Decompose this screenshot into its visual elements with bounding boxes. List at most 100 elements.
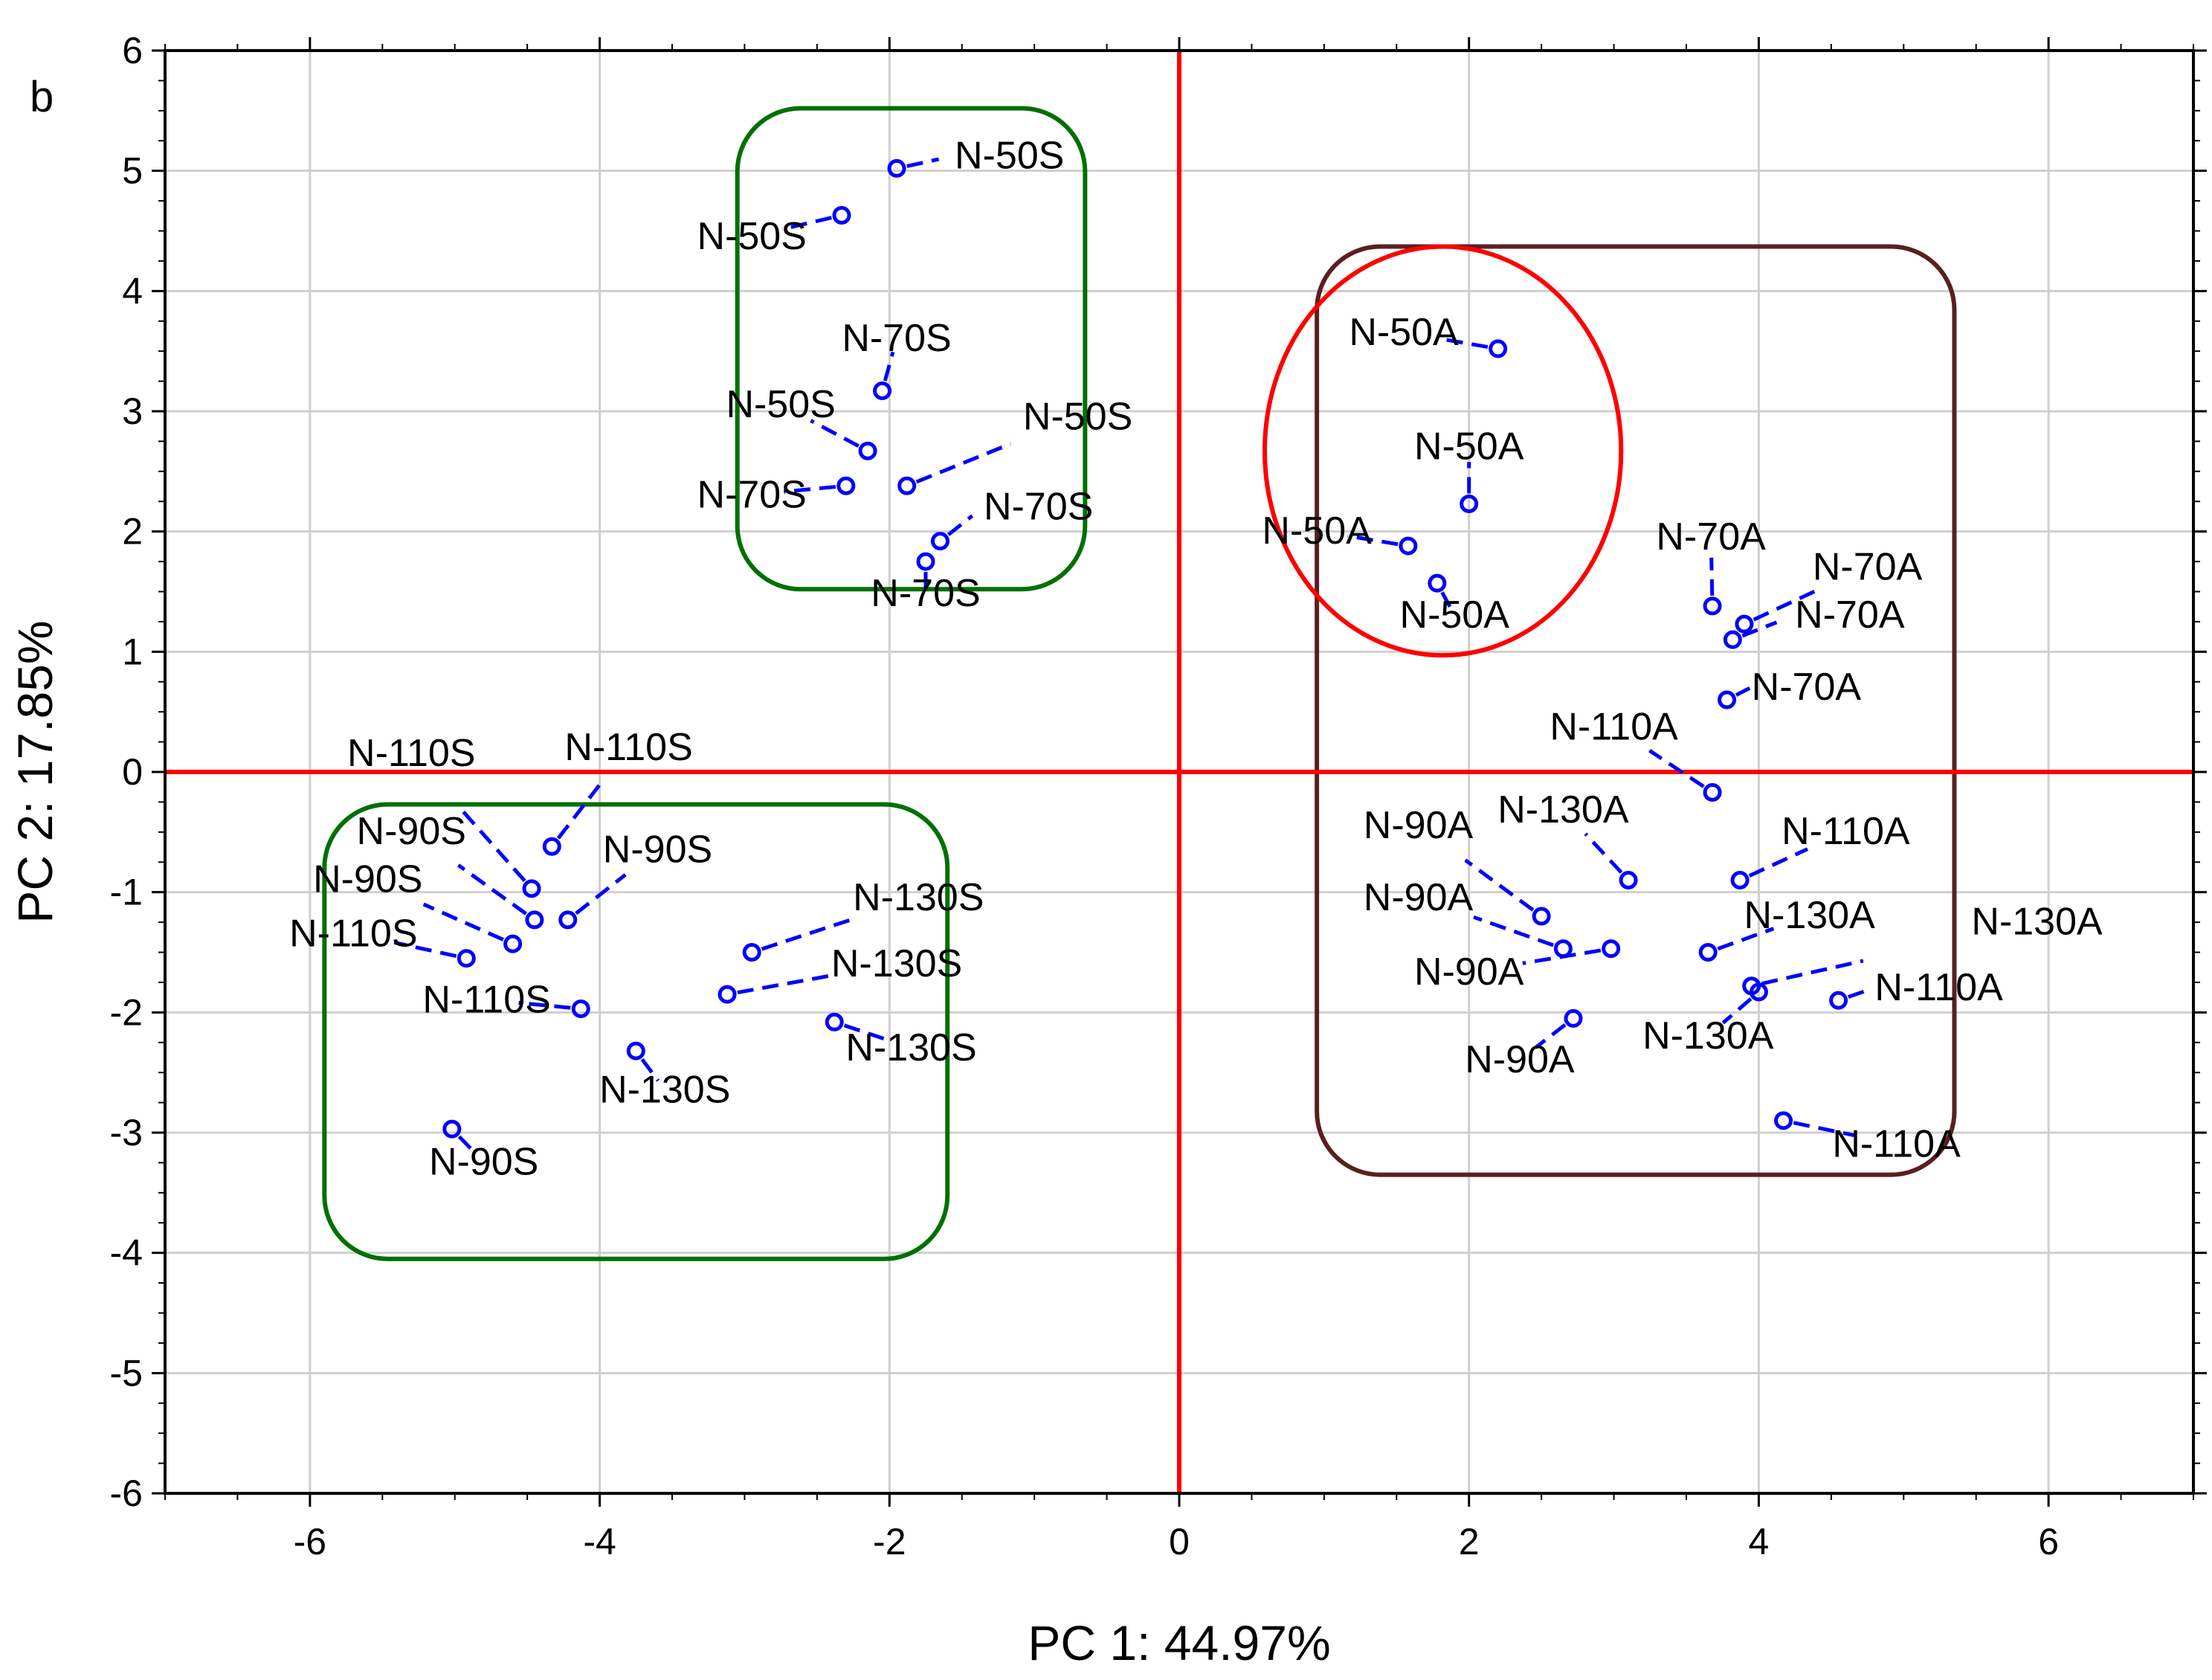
data-point-marker [1730,871,1750,889]
x-tick-label: -6 [294,1521,326,1562]
point-label: N-50A [1349,311,1459,354]
point-label: N-50A [1262,509,1372,553]
data-point-marker [542,837,561,856]
group-outline [735,106,1088,592]
group-ellipse [1262,244,1624,658]
label-connector [737,973,831,995]
data-point-marker [1460,494,1479,513]
x-tick-label: 2 [1459,1521,1480,1562]
point-label: N-110S [564,726,692,769]
label-connector [883,351,895,382]
label-connector [457,863,527,915]
data-point-marker [897,476,917,495]
data-point-marker [522,879,541,898]
point-label: N-90S [357,810,466,853]
label-connector [1735,686,1751,697]
group-outline [322,802,950,1261]
data-point-marker [825,1012,844,1032]
label-connector [1347,534,1399,547]
y-tick-label: 1 [122,631,143,672]
point-label: N-110A [1781,810,1910,853]
point-label: N-50A [1414,425,1524,469]
label-connector [422,902,504,942]
axis-ticks: -6 -4 -2 0 2 4 6 -6 -5 -4 -3 -2 -1 0 1 2 3 4 5 6 [110,30,2207,1562]
y-tick-label: -4 [110,1232,143,1274]
data-point-marker [1735,614,1754,634]
data-point-marker [742,943,761,962]
x-tick-label: 0 [1169,1521,1190,1562]
y-tick-label: -5 [110,1352,143,1394]
label-connector [1793,1121,1857,1138]
point-label: N-90A [1465,1038,1575,1081]
point-label: N-50S [955,134,1064,177]
point-label: N-70A [1795,593,1905,637]
label-connector [1721,997,1752,1025]
label-connector [457,805,526,883]
data-point-marker [1829,991,1848,1010]
label-connector [1752,586,1822,622]
point-label: N-130S [599,1069,730,1112]
y-tick-label: -6 [110,1473,143,1514]
data-point-marker [1428,573,1447,593]
point-label: N-130S [845,1026,976,1069]
point-label: N-50A [1400,593,1510,637]
data-point-marker [1553,939,1573,959]
point-label: N-110A [1832,1122,1961,1165]
data-point-marker [626,1041,645,1061]
data-point-marker [525,910,544,930]
y-tick-label: -3 [110,1112,143,1153]
label-connector [640,1058,660,1082]
y-tick-label: 5 [122,150,143,192]
data-point-marker [442,1119,462,1139]
point-label: N-90A [1364,876,1474,919]
data-point-marker [1703,782,1722,802]
data-point-marker [1774,1111,1793,1130]
data-point-marker [718,985,737,1004]
label-connector [393,940,457,959]
point-label: N-70S [842,317,951,360]
point-label: N-90S [603,828,712,871]
label-connector [1717,927,1775,951]
data-point-marker [858,441,877,460]
data-point-marker [1602,939,1621,959]
label-connector [906,157,940,168]
y-tick-label: 0 [122,751,143,793]
data-point-marker [1619,871,1638,889]
data-point-marker [503,934,523,953]
y-axis-title: PC 2: 17.85% [7,620,62,923]
label-connector [783,485,836,494]
point-label: N-130A [1497,788,1629,831]
point-label: N-70A [1813,545,1923,588]
y-tick-label: 6 [122,30,143,71]
label-connector [1435,336,1489,350]
data-point-marker [930,532,949,551]
point-label: N-70A [1656,515,1766,559]
point-label: N-130S [853,876,984,919]
point-label: N-110S [289,912,417,955]
data-point-marker [832,205,851,225]
label-connector [1473,915,1555,947]
point-label: N-70S [984,486,1093,529]
data-point-marker [558,910,578,930]
data-point-marker [571,999,590,1018]
label-connector [843,1023,888,1042]
point-label: N-110S [347,732,475,775]
point-label: N-130A [1744,894,1875,937]
point-label: N-90A [1364,804,1474,847]
y-tick-label: -1 [110,872,143,913]
label-connector [556,782,602,840]
point-label: N-90S [313,858,422,901]
data-point-marker [1399,536,1418,556]
data-point-marker [1489,339,1508,358]
y-tick-label: 3 [122,390,143,432]
data-point-marker [457,949,476,968]
x-tick-label: 6 [2038,1521,2059,1562]
y-tick-label: -2 [110,991,143,1033]
point-label: N-70S [871,572,980,615]
point-label: N-50S [726,383,835,426]
point-label: N-130A [1642,1014,1774,1058]
label-connector [761,917,854,951]
